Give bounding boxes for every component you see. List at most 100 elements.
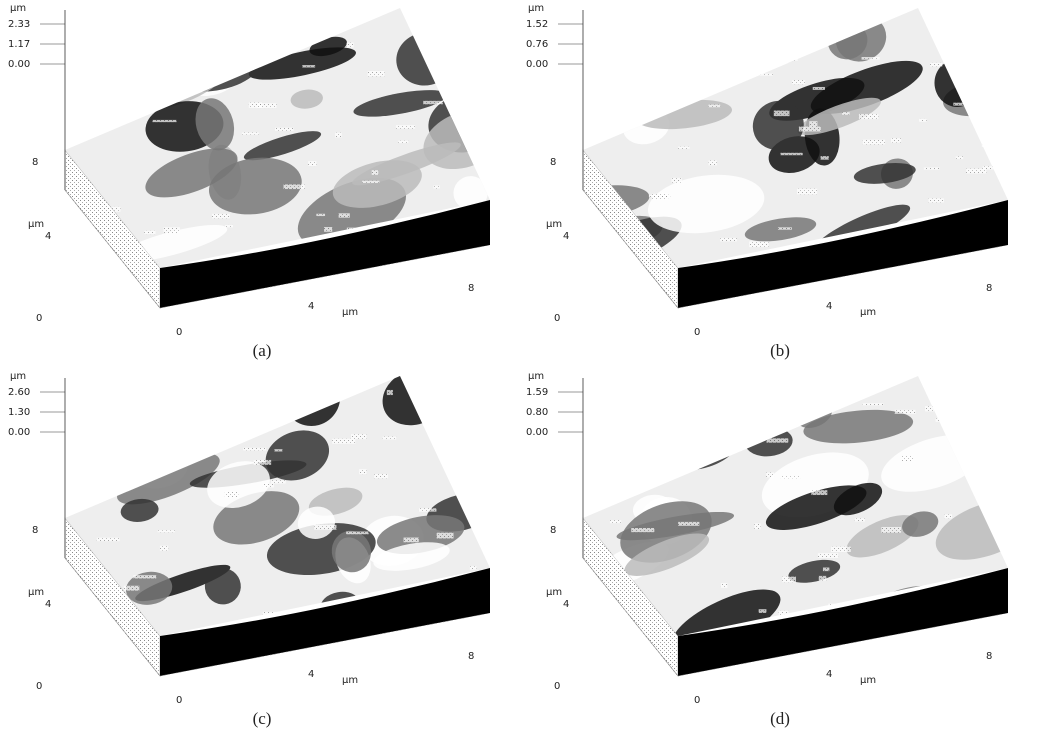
speckle xyxy=(749,241,769,247)
z-tick-label: 2.33 xyxy=(8,19,30,30)
speckle xyxy=(314,525,336,530)
y-tick-label: 0 xyxy=(554,681,560,692)
speckle xyxy=(254,460,271,465)
speckle xyxy=(160,546,168,551)
speckle xyxy=(925,406,934,411)
x-tick-label: 4 xyxy=(826,669,832,680)
speckle xyxy=(249,102,262,108)
x-tick-label: 8 xyxy=(468,283,474,294)
speckle xyxy=(619,109,633,115)
speckle xyxy=(819,576,827,581)
x-tick-label: 0 xyxy=(694,327,700,338)
speckle xyxy=(799,127,821,132)
surface-feature xyxy=(674,383,723,414)
speckle xyxy=(862,57,880,60)
speckle xyxy=(359,469,366,474)
speckle xyxy=(617,422,635,427)
y-tick-label: µm xyxy=(28,587,44,598)
speckle xyxy=(678,522,699,526)
speckle xyxy=(374,474,388,478)
y-tick-label: 4 xyxy=(45,231,51,242)
speckle xyxy=(124,586,140,591)
speckle xyxy=(308,161,316,166)
speckle xyxy=(936,418,958,422)
speckle xyxy=(821,156,829,160)
speckle xyxy=(895,410,916,414)
speckle xyxy=(302,65,315,67)
speckle xyxy=(863,403,884,405)
speckle xyxy=(672,178,682,183)
y-tick-label: 4 xyxy=(563,231,569,242)
speckle xyxy=(207,410,230,413)
y-tick-label: 4 xyxy=(563,599,569,610)
speckle xyxy=(204,429,222,434)
speckle xyxy=(263,612,281,616)
speckle xyxy=(206,405,214,410)
speckle xyxy=(368,71,385,76)
x-tick-label: 8 xyxy=(468,651,474,662)
speckle xyxy=(129,476,144,480)
speckle xyxy=(151,398,161,400)
y-tick-label: 0 xyxy=(554,313,560,324)
speckle xyxy=(109,75,125,80)
speckle xyxy=(754,523,760,529)
caption: (a) xyxy=(253,341,272,360)
speckle xyxy=(618,104,630,110)
caption: (d) xyxy=(770,709,790,728)
speckle xyxy=(351,434,366,439)
speckle xyxy=(443,47,450,53)
speckle xyxy=(945,514,952,518)
speckle xyxy=(346,531,368,534)
speckle xyxy=(823,568,829,572)
speckle xyxy=(966,469,978,474)
speckle xyxy=(855,518,865,521)
x-tick-label: 4 xyxy=(308,301,314,312)
surface-feature xyxy=(76,17,149,70)
speckle xyxy=(818,553,838,558)
z-tick-label: 0.76 xyxy=(526,39,548,50)
speckle xyxy=(153,120,177,122)
speckle xyxy=(339,213,350,217)
speckle xyxy=(863,140,885,145)
y-tick-label: 4 xyxy=(45,599,51,610)
z-unit: µm xyxy=(10,3,26,14)
speckle xyxy=(242,133,259,135)
speckle xyxy=(610,448,629,454)
speckle xyxy=(598,481,607,486)
speckle xyxy=(396,125,415,128)
speckle xyxy=(362,181,379,183)
y-tick-label: µm xyxy=(546,219,562,230)
speckle xyxy=(881,527,901,533)
x-tick-label: 8 xyxy=(986,283,992,294)
speckle xyxy=(766,472,774,477)
x-tick-label: 4 xyxy=(308,669,314,680)
speckle xyxy=(781,476,800,478)
speckle xyxy=(930,63,942,67)
surface-feature xyxy=(608,374,667,417)
speckle xyxy=(774,111,790,117)
speckle xyxy=(108,447,131,451)
speckle xyxy=(982,143,989,147)
speckle xyxy=(243,448,266,451)
speckle xyxy=(271,480,286,483)
x-tick-label: 4 xyxy=(826,301,832,312)
speckle xyxy=(419,508,437,511)
speckle xyxy=(164,227,180,233)
speckle xyxy=(372,170,379,175)
speckle xyxy=(994,468,1012,473)
speckle xyxy=(144,231,155,234)
surface-feature xyxy=(601,22,661,52)
speckle xyxy=(284,184,305,189)
speckle xyxy=(780,153,802,155)
y-tick-label: 8 xyxy=(550,525,556,536)
y-tick-label: 8 xyxy=(32,157,38,168)
speckle xyxy=(306,396,315,402)
speckle xyxy=(275,128,294,131)
speckle xyxy=(97,538,120,541)
speckle xyxy=(437,533,454,539)
afm-panel: µm1.590.800.008µm4004µm8(d) xyxy=(526,371,1037,728)
speckle xyxy=(652,194,669,200)
speckle xyxy=(924,167,940,169)
y-tick-label: 8 xyxy=(32,525,38,536)
